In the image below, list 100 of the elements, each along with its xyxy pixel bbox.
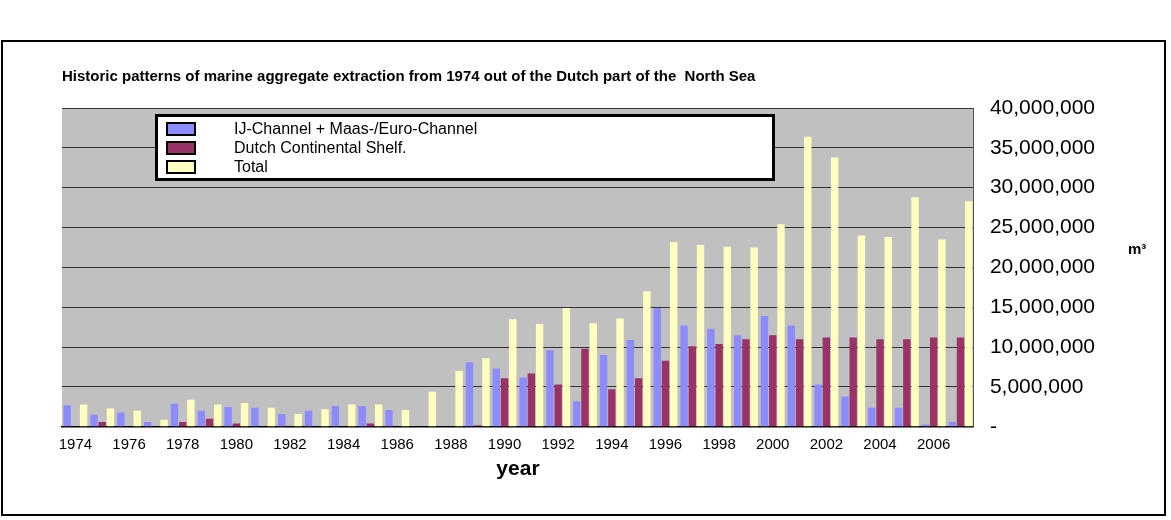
x-tick-label: 1990 [487,434,522,452]
x-tick-label: 1998 [702,434,736,452]
x-tick-label: 1974 [58,434,93,452]
y-tick-label: 20,000,000 [989,254,1096,278]
bar [117,412,125,427]
y-tick-label: 40,000,000 [989,94,1096,118]
bar [680,325,688,427]
legend-label: Dutch Continental Shelf. [234,138,407,157]
bar [240,402,249,427]
bar [278,414,286,427]
bar [760,316,769,427]
bar [814,384,822,427]
bar [669,241,678,427]
bar [777,224,785,427]
bar [589,323,597,427]
bar [787,325,796,427]
y-axis-title: m³ [1128,240,1147,257]
bar [581,348,589,427]
bar [304,410,313,427]
bar [643,291,651,427]
bar [251,407,259,427]
bar [857,235,866,427]
bar [696,245,705,427]
bar [527,373,536,427]
x-axis-title: year [496,456,540,480]
bar [535,323,544,427]
bar [688,346,696,427]
bar [884,237,892,427]
bar [500,378,509,427]
bar [465,362,474,427]
x-tick-label: 1996 [648,434,683,452]
bar [795,339,804,427]
bar [616,318,624,427]
x-tick-label: 1982 [273,434,307,452]
x-tick-label: 2002 [809,434,844,452]
bar [876,339,884,427]
bar [90,414,98,427]
bar [482,358,490,427]
x-tick-label: 2000 [756,434,790,452]
y-tick-label: 10,000,000 [989,333,1096,357]
bar [742,339,750,427]
bar [599,355,608,427]
bar [331,406,340,427]
bar [830,157,839,427]
bar [653,308,661,427]
bar [938,239,946,427]
bar [428,391,436,427]
bar [197,410,205,427]
bar [956,337,965,427]
y-tick-label: 5,000,000 [989,373,1084,397]
bar [187,399,195,427]
bar [224,406,232,427]
bar [358,406,366,427]
bar [63,405,71,427]
bar [562,308,571,427]
bar [294,414,302,427]
bar [849,337,857,427]
bar [509,319,517,427]
bar [750,247,758,427]
bar [626,339,635,427]
bar [546,350,554,427]
bar [214,404,222,427]
bar [455,371,463,427]
bar [608,389,616,427]
y-tick-label: 25,000,000 [989,214,1096,238]
bar [769,335,777,427]
chart-title: Historic patterns of marine aggregate extraction from 1974 out of the Dutch part of the North Sea [62,67,757,85]
x-tick-label: 1980 [219,434,254,452]
x-tick-label: 1992 [541,434,575,452]
bar [106,408,115,427]
bar [79,404,88,427]
bar [554,384,562,427]
x-tick-label: 1988 [434,434,468,452]
bar [634,378,643,427]
bar [573,401,581,427]
legend-label: Total [234,157,268,176]
bar [707,328,715,427]
bar [374,404,383,427]
bar [160,419,168,427]
bar [661,360,670,427]
x-tick-label: 1986 [380,434,414,452]
x-tick-label: 2004 [863,434,897,452]
bar [133,410,141,427]
y-tick-label: 35,000,000 [989,134,1096,158]
legend-label: IJ-Channel + Maas-/Euro-Channel [234,119,478,138]
bar [723,246,732,427]
bar [911,197,919,427]
x-tick-label: 1994 [595,434,629,452]
bar [894,407,903,427]
x-tick-label: 1976 [112,434,146,452]
bar [715,343,723,427]
bar [734,335,742,427]
bar [965,201,973,427]
bar [822,337,831,427]
bar [321,409,329,427]
x-tick-label: 1978 [166,434,200,452]
bar [519,377,527,427]
y-tick-label: 30,000,000 [989,174,1096,198]
bar [929,337,938,427]
x-tick-label: 2006 [916,434,951,452]
